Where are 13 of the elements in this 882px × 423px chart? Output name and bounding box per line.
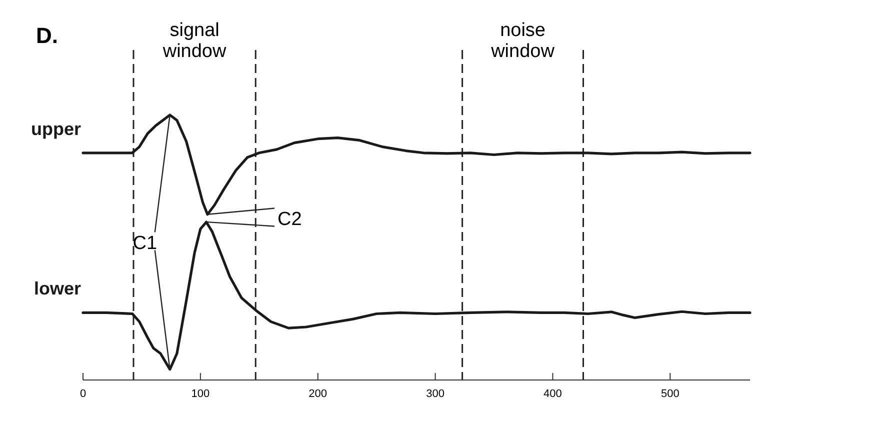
annotation: C1 [132,233,158,254]
x-tick-label: 500 [660,388,680,400]
x-tick-label: 100 [191,388,210,400]
ref-line-label: signal window [162,20,227,62]
annotation: C2 [277,209,302,230]
x-tick-label: 400 [544,388,562,400]
x-tick-label: 200 [308,388,328,400]
x-tick-label: 300 [426,388,444,400]
series-label: lower [34,278,81,299]
x-tick-label: 0 [80,388,86,400]
series-label: upper [30,118,81,139]
ref-line-label: noise window [490,20,555,62]
chart-title: D. [36,23,58,48]
